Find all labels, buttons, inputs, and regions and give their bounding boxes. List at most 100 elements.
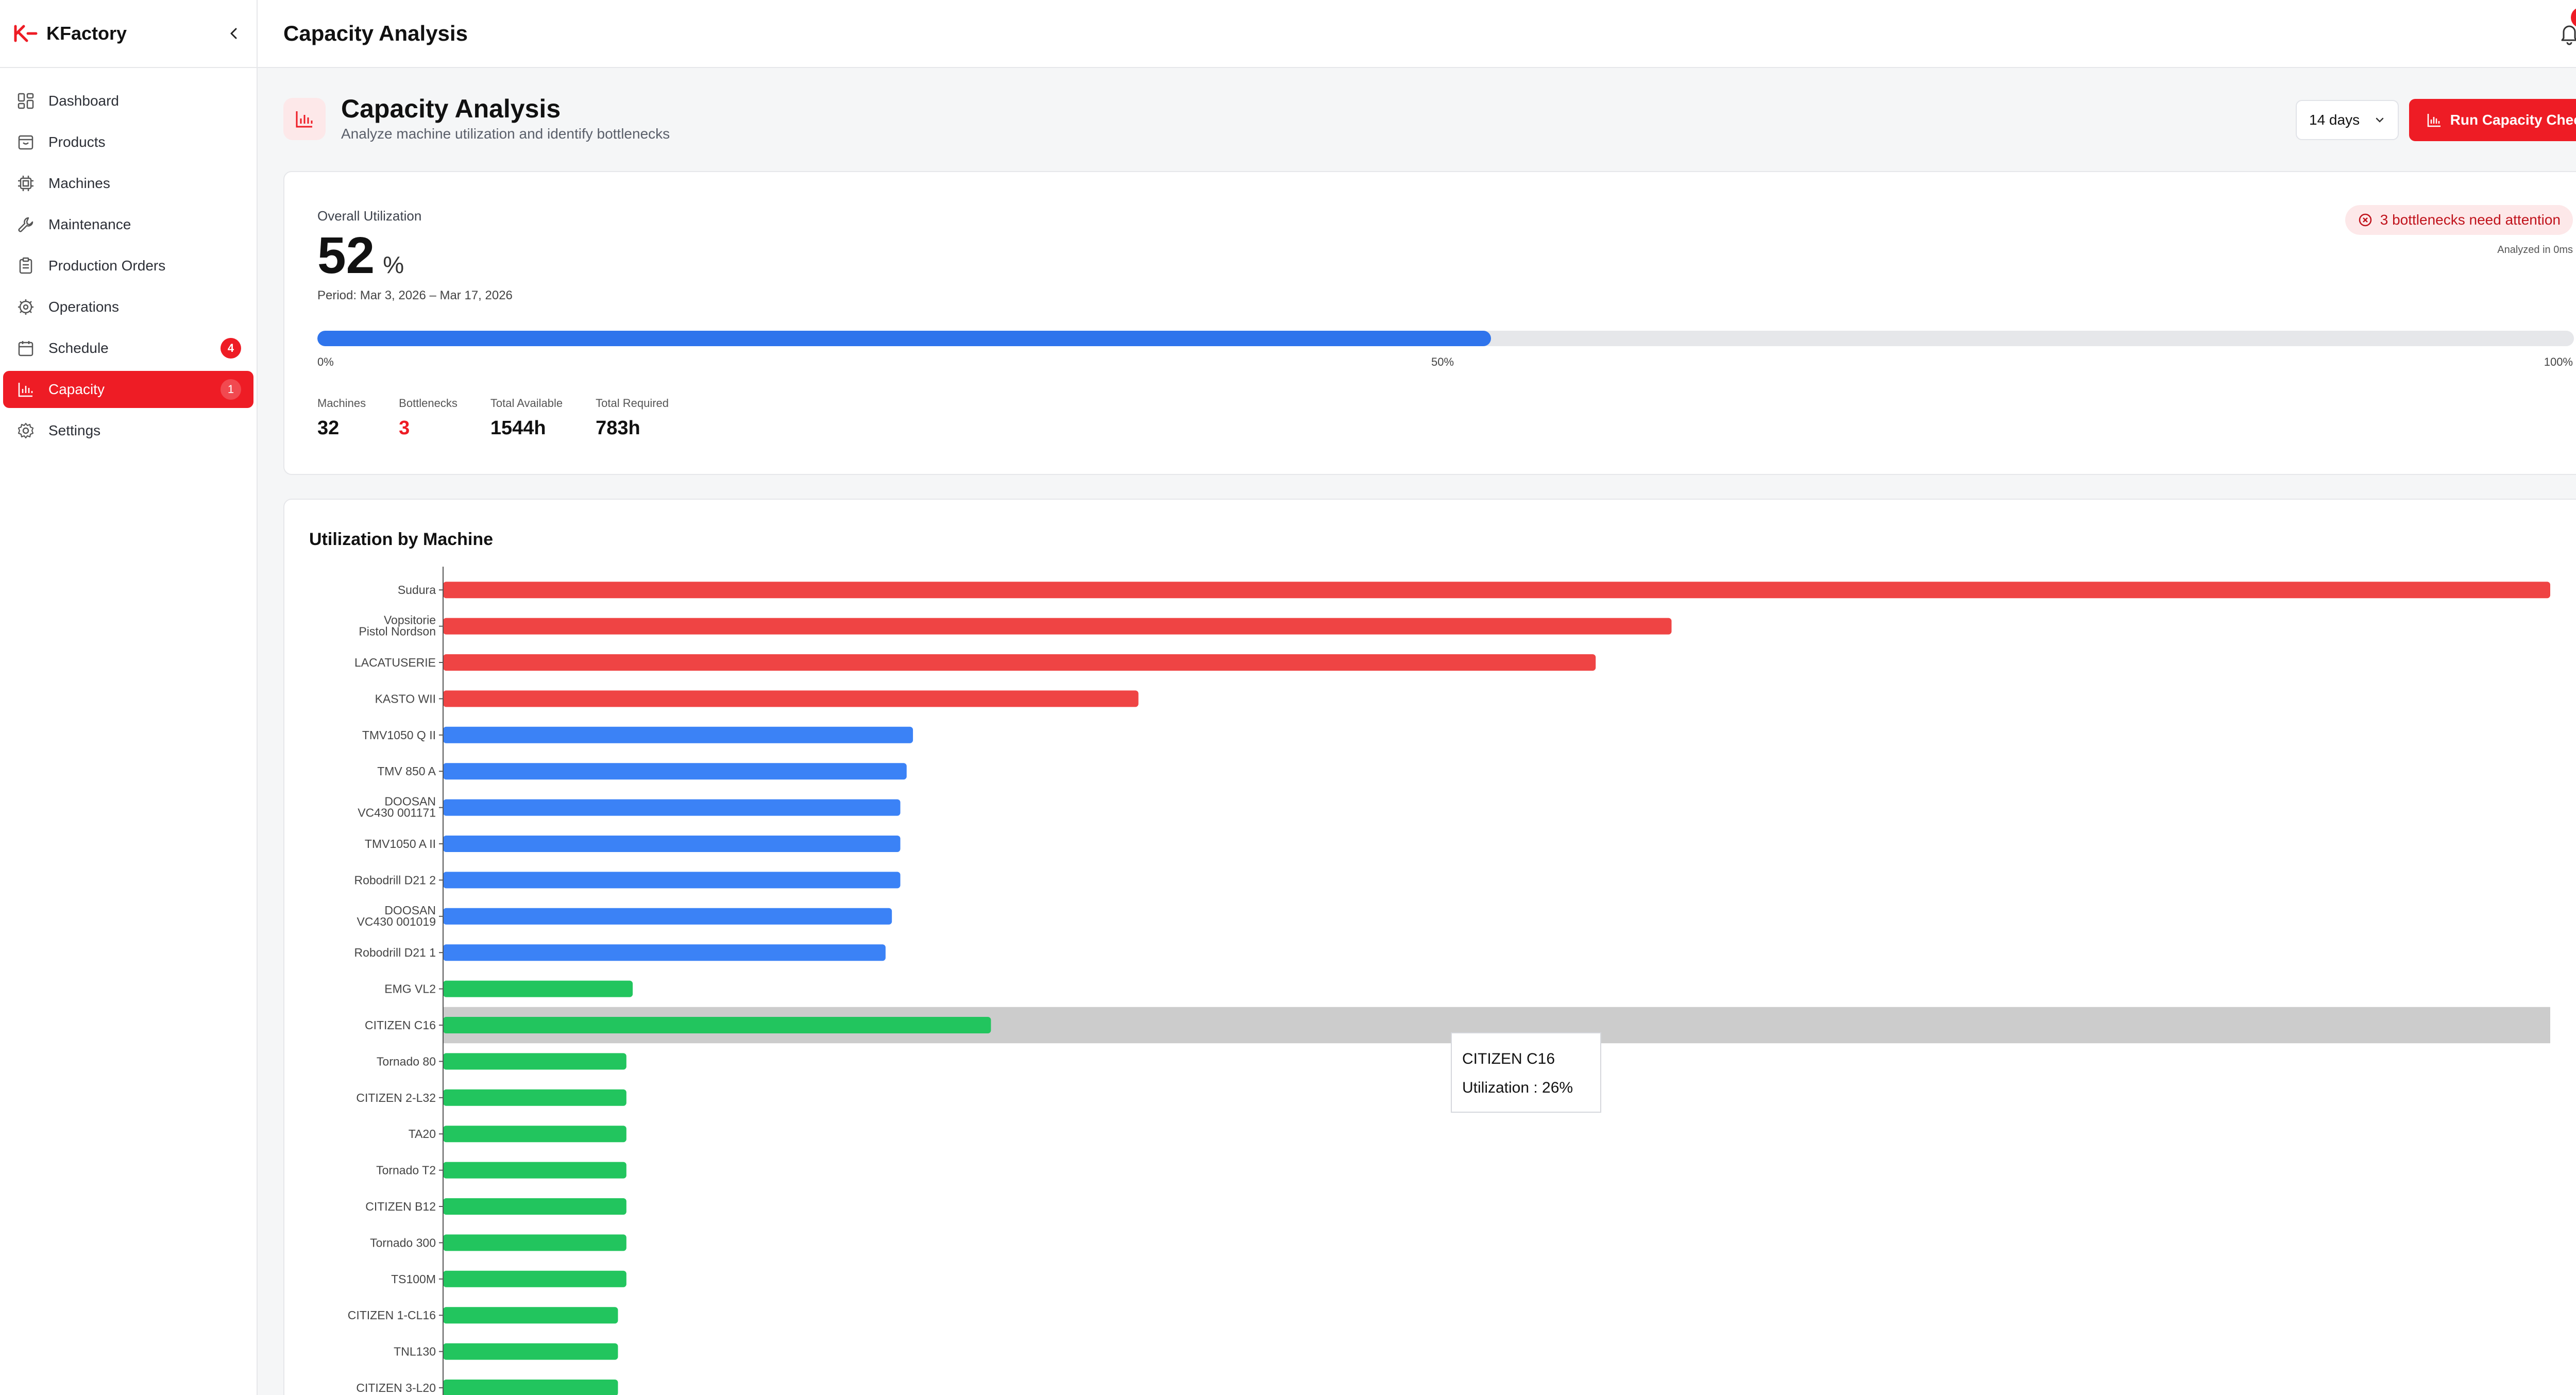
bar-tornado-300[interactable] (443, 1234, 626, 1251)
chart-tooltip: CITIZEN C16 Utilization : 26% (1451, 1032, 1601, 1113)
y-tick-label: CITIZEN C16 (365, 1018, 436, 1032)
utilization-number: 52 (317, 227, 375, 284)
collapse-sidebar-button[interactable] (224, 23, 244, 44)
bar-tmv-850-a[interactable] (443, 763, 907, 780)
stat-total-available: Total Available 1544h (490, 397, 563, 439)
bar-vopsitorie-pistol-nordson[interactable] (443, 618, 1672, 635)
schedule-count-badge: 4 (221, 338, 241, 359)
sidebar: KFactory Dashboard Products Machines Mai… (0, 0, 258, 1395)
bar-lacatuserie[interactable] (443, 654, 1596, 671)
sidebar-item-products[interactable]: Products (3, 124, 253, 161)
stat-value: 783h (596, 417, 640, 439)
bar-robodrill-d21-1[interactable] (443, 944, 886, 961)
period-select[interactable]: 14 days (2296, 100, 2399, 140)
y-tick-label: Sudura (398, 583, 436, 597)
bar-robodrill-d21-2[interactable] (443, 872, 901, 889)
cpu-icon (15, 173, 36, 194)
y-tick-label: CITIZEN 2-L32 (356, 1091, 436, 1104)
tooltip-machine-name: CITIZEN C16 (1462, 1050, 1555, 1067)
utilization-bar-chart: Sudura Vopsitorie Pistol Nordson LACATUSERI… (348, 567, 2550, 1395)
top-header: Capacity Analysis 10 (258, 0, 2576, 68)
y-tick-label: CITIZEN 3-L20 (356, 1381, 436, 1394)
utilization-by-machine-card: Utilization by Machine Sudura Vopsitorie P… (283, 499, 2576, 1395)
bar-sudura[interactable] (443, 582, 2550, 599)
page-title: Capacity Analysis (341, 94, 561, 123)
bar-kasto-wii[interactable] (443, 690, 1139, 707)
y-tick-label: TMV1050 A II (365, 837, 436, 850)
cog-icon (15, 297, 36, 317)
sidebar-item-label: Schedule (48, 340, 109, 356)
sidebar-item-label: Operations (48, 299, 119, 315)
sidebar-item-production-orders[interactable]: Production Orders (3, 247, 253, 284)
bar-tmv1050-a-ii[interactable] (443, 836, 901, 852)
x-circle-icon (2359, 213, 2371, 227)
progress-scale-min: 0% (317, 355, 334, 368)
notifications-button[interactable]: 10 (2556, 7, 2576, 46)
sidebar-item-machines[interactable]: Machines (3, 165, 253, 202)
sidebar-item-label: Dashboard (48, 93, 119, 109)
chevron-left-icon (230, 28, 237, 39)
bottleneck-alert-text: 3 bottlenecks need attention (2380, 212, 2561, 228)
bar-citizen-b12[interactable] (443, 1198, 626, 1215)
sidebar-item-label: Products (48, 134, 106, 150)
y-tick-label: TMV1050 Q II (362, 728, 436, 742)
stat-label: Machines (317, 397, 366, 410)
package-icon (15, 132, 36, 152)
run-capacity-check-button[interactable]: Run Capacity Check (2409, 99, 2576, 141)
sidebar-item-label: Capacity (48, 381, 105, 397)
sidebar-nav: Dashboard Products Machines Maintenance … (0, 68, 257, 449)
sidebar-item-schedule[interactable]: Schedule 4 (3, 330, 253, 367)
sidebar-item-maintenance[interactable]: Maintenance (3, 206, 253, 243)
bell-icon (2561, 25, 2576, 45)
sidebar-item-operations[interactable]: Operations (3, 288, 253, 326)
chevron-down-icon (2376, 117, 2384, 123)
stat-label: Bottlenecks (399, 397, 457, 410)
sidebar-item-label: Maintenance (48, 216, 131, 232)
stat-label: Total Required (596, 397, 669, 410)
capacity-stats: Machines 32 Bottlenecks 3 Total Availabl… (317, 397, 702, 439)
bar-tornado-80[interactable] (443, 1053, 626, 1070)
y-tick-label: Tornado T2 (376, 1164, 436, 1177)
run-capacity-check-label: Run Capacity Check (2450, 112, 2576, 128)
utilization-progress-fill (317, 331, 1491, 346)
overall-utilization-value: 52 % (317, 230, 404, 281)
sidebar-item-dashboard[interactable]: Dashboard (3, 82, 253, 120)
bar-chart-icon (15, 379, 36, 400)
bar-doosan-vc430-001019[interactable] (443, 908, 892, 925)
bottleneck-alert-badge[interactable]: 3 bottlenecks need attention (2345, 205, 2573, 235)
progress-scale-max: 100% (2544, 355, 2573, 368)
clipboard-icon (15, 256, 36, 276)
y-tick-label: TNL130 (394, 1345, 436, 1358)
bar-tornado-t2[interactable] (443, 1162, 626, 1179)
y-tick-label: TS100M (391, 1272, 436, 1286)
bar-citizen-2-l32[interactable] (443, 1089, 626, 1106)
bar-ta20[interactable] (443, 1126, 626, 1143)
stat-machines: Machines 32 (317, 397, 366, 439)
stat-label: Total Available (490, 397, 563, 410)
y-tick-label: DOOSAN VC430 001019 (357, 904, 436, 928)
sidebar-item-capacity[interactable]: Capacity 1 (3, 371, 253, 408)
sidebar-item-settings[interactable]: Settings (3, 412, 253, 449)
utilization-progress-bar (317, 331, 2574, 346)
stat-total-required: Total Required 783h (596, 397, 669, 439)
bar-chart-icon (296, 111, 313, 128)
kfactory-logo-icon (14, 25, 38, 42)
sidebar-item-label: Machines (48, 175, 110, 191)
y-tick-label: Robodrill D21 1 (354, 946, 436, 959)
stat-value: 32 (317, 417, 340, 439)
capacity-page-icon (283, 98, 326, 140)
bar-doosan-vc430-001171[interactable] (443, 799, 901, 816)
bar-emg-vl2[interactable] (443, 980, 633, 997)
bar-tnl130[interactable] (443, 1343, 618, 1360)
bar-citizen-1-cl16[interactable] (443, 1307, 618, 1324)
bar-chart-icon (2427, 114, 2441, 127)
bar-citizen-c16[interactable] (443, 1017, 991, 1033)
sidebar-item-label: Production Orders (48, 258, 166, 274)
bar-tmv1050-q-ii[interactable] (443, 726, 913, 743)
overall-utilization-label: Overall Utilization (317, 208, 422, 224)
analysis-period: Period: Mar 3, 2026 – Mar 17, 2026 (317, 288, 513, 302)
bar-ts100m[interactable] (443, 1270, 626, 1287)
bar-citizen-3-l20[interactable] (443, 1380, 618, 1395)
header-page-title: Capacity Analysis (283, 21, 468, 45)
notification-count-badge: 10 (2571, 7, 2576, 28)
